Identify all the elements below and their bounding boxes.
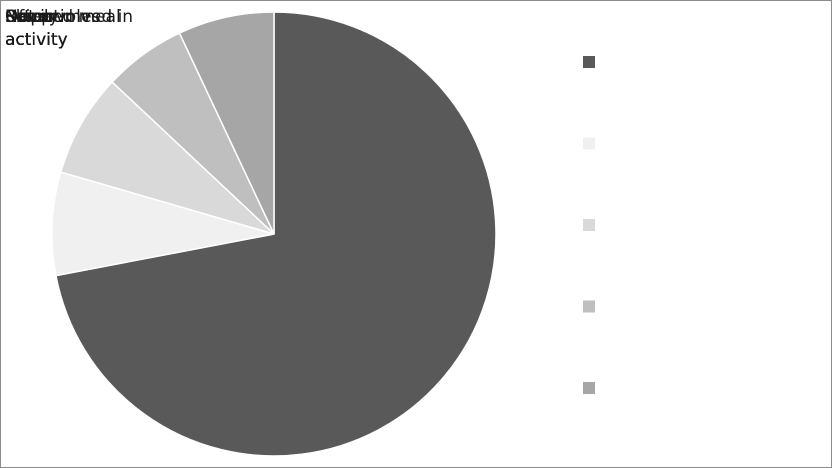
pie-slice-2 <box>51 171 275 277</box>
overlapping-label-text: Often <box>5 7 52 27</box>
pie-slice-5 <box>178 11 275 235</box>
overlapping-label-text: activity <box>5 30 68 50</box>
pie-slice-1 <box>55 11 497 457</box>
overlapping-label-text: activity <box>5 30 68 50</box>
legend-swatch-2 <box>583 137 595 150</box>
overlapping-label-text: Never <box>5 7 56 27</box>
overlapping-label-text: activity <box>5 30 68 50</box>
legend-swatch-5 <box>583 382 595 394</box>
overlapping-label-text: Not involved in <box>5 7 133 27</box>
overlapping-label-text: Rarely <box>5 7 59 27</box>
pie-slice-3 <box>59 80 275 235</box>
overlapping-label-text: Skipped meal <box>5 7 121 27</box>
legend-swatch-1 <box>583 56 595 68</box>
overlapping-label-text: Sometimes <box>5 7 101 27</box>
overlapping-label-text: activity <box>5 30 68 50</box>
overlapping-label-text: activity <box>5 30 68 50</box>
legend <box>583 56 595 394</box>
legend-swatch-3 <box>583 219 595 231</box>
legend-swatch-4 <box>583 300 595 313</box>
pie-slices <box>51 11 497 457</box>
